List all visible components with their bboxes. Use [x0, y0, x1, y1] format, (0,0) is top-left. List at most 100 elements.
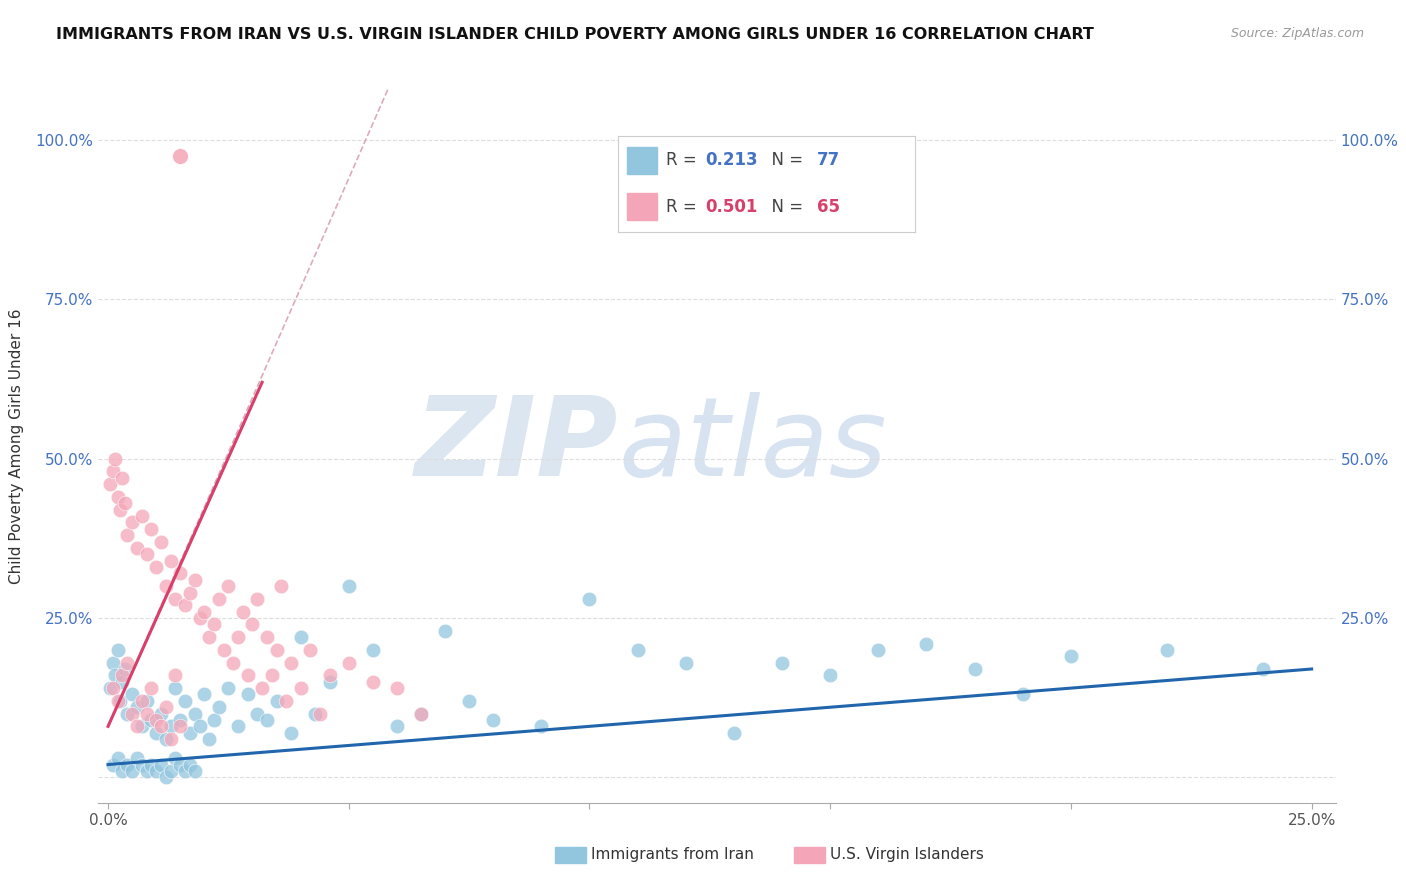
Point: [212, 643, 235, 657]
Point: [155, 770, 177, 784]
Point: [260, 668, 283, 682]
Text: R =: R =: [665, 151, 702, 169]
Point: [202, 617, 225, 632]
Point: [107, 490, 129, 504]
Point: [256, 713, 278, 727]
Point: [217, 579, 239, 593]
Point: [117, 757, 139, 772]
Point: [121, 688, 143, 702]
Point: [1060, 649, 1083, 664]
Point: [217, 681, 239, 695]
Point: [131, 509, 153, 524]
Point: [125, 751, 148, 765]
Point: [183, 764, 205, 778]
Point: [361, 643, 384, 657]
Point: [131, 757, 153, 772]
Point: [915, 636, 938, 650]
Text: 65: 65: [817, 198, 839, 216]
Point: [290, 630, 312, 644]
Point: [290, 681, 312, 695]
Point: [135, 706, 157, 721]
Point: [101, 681, 124, 695]
Point: [266, 643, 288, 657]
Point: [135, 764, 157, 778]
Point: [141, 713, 163, 727]
Point: [100, 681, 122, 695]
Point: [246, 591, 269, 606]
Point: [155, 700, 177, 714]
Point: [318, 674, 340, 689]
Point: [108, 694, 131, 708]
Text: 0.501: 0.501: [706, 198, 758, 216]
Point: [141, 757, 163, 772]
Point: [482, 713, 505, 727]
Point: [208, 700, 231, 714]
Point: [246, 706, 269, 721]
Point: [125, 719, 148, 733]
Text: IMMIGRANTS FROM IRAN VS U.S. VIRGIN ISLANDER CHILD POVERTY AMONG GIRLS UNDER 16 : IMMIGRANTS FROM IRAN VS U.S. VIRGIN ISLA…: [56, 27, 1094, 42]
Text: U.S. Virgin Islanders: U.S. Virgin Islanders: [830, 847, 983, 862]
Point: [1011, 688, 1033, 702]
Point: [226, 719, 249, 733]
Point: [174, 694, 197, 708]
Point: [108, 502, 131, 516]
Point: [675, 656, 697, 670]
Point: [131, 694, 153, 708]
Point: [141, 681, 163, 695]
Point: [165, 591, 187, 606]
Point: [150, 534, 173, 549]
Point: [179, 757, 201, 772]
Point: [1156, 643, 1178, 657]
Point: [101, 656, 124, 670]
Point: [159, 764, 181, 778]
Point: [104, 668, 127, 682]
Point: [409, 706, 432, 721]
Point: [107, 694, 129, 708]
Point: [104, 451, 127, 466]
Point: [202, 713, 225, 727]
Point: [107, 751, 129, 765]
Text: ZIP: ZIP: [415, 392, 619, 500]
Point: [135, 694, 157, 708]
Point: [131, 719, 153, 733]
Point: [222, 656, 245, 670]
Point: [114, 662, 136, 676]
Point: [165, 681, 187, 695]
Point: [169, 566, 191, 581]
Point: [117, 528, 139, 542]
Point: [159, 554, 181, 568]
Point: [174, 599, 197, 613]
Point: [150, 706, 173, 721]
Point: [179, 725, 201, 739]
Point: [150, 757, 173, 772]
Point: [208, 591, 231, 606]
Text: 0.213: 0.213: [706, 151, 758, 169]
Point: [155, 579, 177, 593]
Point: [236, 668, 259, 682]
Point: [188, 719, 211, 733]
Text: atlas: atlas: [619, 392, 887, 500]
Point: [165, 668, 187, 682]
Point: [107, 643, 129, 657]
Text: Source: ZipAtlas.com: Source: ZipAtlas.com: [1230, 27, 1364, 40]
Point: [169, 149, 191, 163]
Point: [270, 579, 292, 593]
Point: [111, 471, 134, 485]
Text: 77: 77: [817, 151, 841, 169]
Point: [183, 573, 205, 587]
Text: N =: N =: [761, 151, 808, 169]
Point: [236, 688, 259, 702]
Point: [868, 643, 890, 657]
Point: [266, 694, 288, 708]
Point: [125, 541, 148, 555]
Point: [193, 605, 215, 619]
Point: [198, 732, 221, 747]
Point: [111, 668, 134, 682]
Point: [179, 585, 201, 599]
Point: [242, 617, 264, 632]
Point: [165, 751, 187, 765]
Point: [159, 732, 181, 747]
Point: [818, 668, 841, 682]
Point: [188, 611, 211, 625]
Point: [385, 681, 408, 695]
